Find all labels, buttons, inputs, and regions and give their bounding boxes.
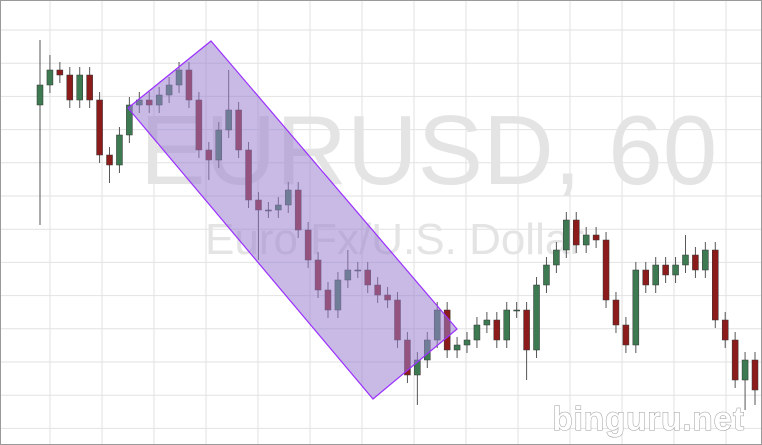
candle-body [66,74,74,101]
candle-body [622,324,630,346]
candle-body [682,254,689,266]
candle-body [106,154,113,166]
candle-body [582,234,590,246]
candle-body [473,324,481,341]
candle-body [463,339,471,346]
candle-body [702,249,709,271]
candle-body [721,319,729,341]
candle-body [453,344,461,351]
candle-body [692,254,699,271]
candle-body [751,359,759,391]
candle-body [731,339,739,381]
candle-body [573,219,580,246]
candle-body [46,69,54,86]
candle-body [741,359,749,381]
candle-body [632,269,640,346]
candle-body [672,264,679,276]
candle-body [503,309,510,341]
candle-body [652,264,659,286]
candle-body [116,134,123,166]
candle-body [563,219,570,251]
candle-body [483,319,491,326]
candle-body [712,249,719,321]
candle-body [523,309,530,351]
candle-body [86,74,93,101]
credit: binguru.net [553,400,745,437]
candle-body [56,69,64,76]
candle-body [96,99,103,156]
candle-body [533,284,540,351]
candle-body [612,299,620,326]
candle-body [662,264,669,276]
candle-body [602,239,610,301]
candle-body [642,269,650,286]
channel [127,40,458,400]
candle-body [513,309,520,312]
candle-body [553,249,560,266]
candle-body [592,234,600,241]
candle-body [493,319,501,341]
candle-body [36,84,44,106]
candle-body [126,104,133,136]
candle-body [76,74,83,101]
candle-body [543,264,550,286]
